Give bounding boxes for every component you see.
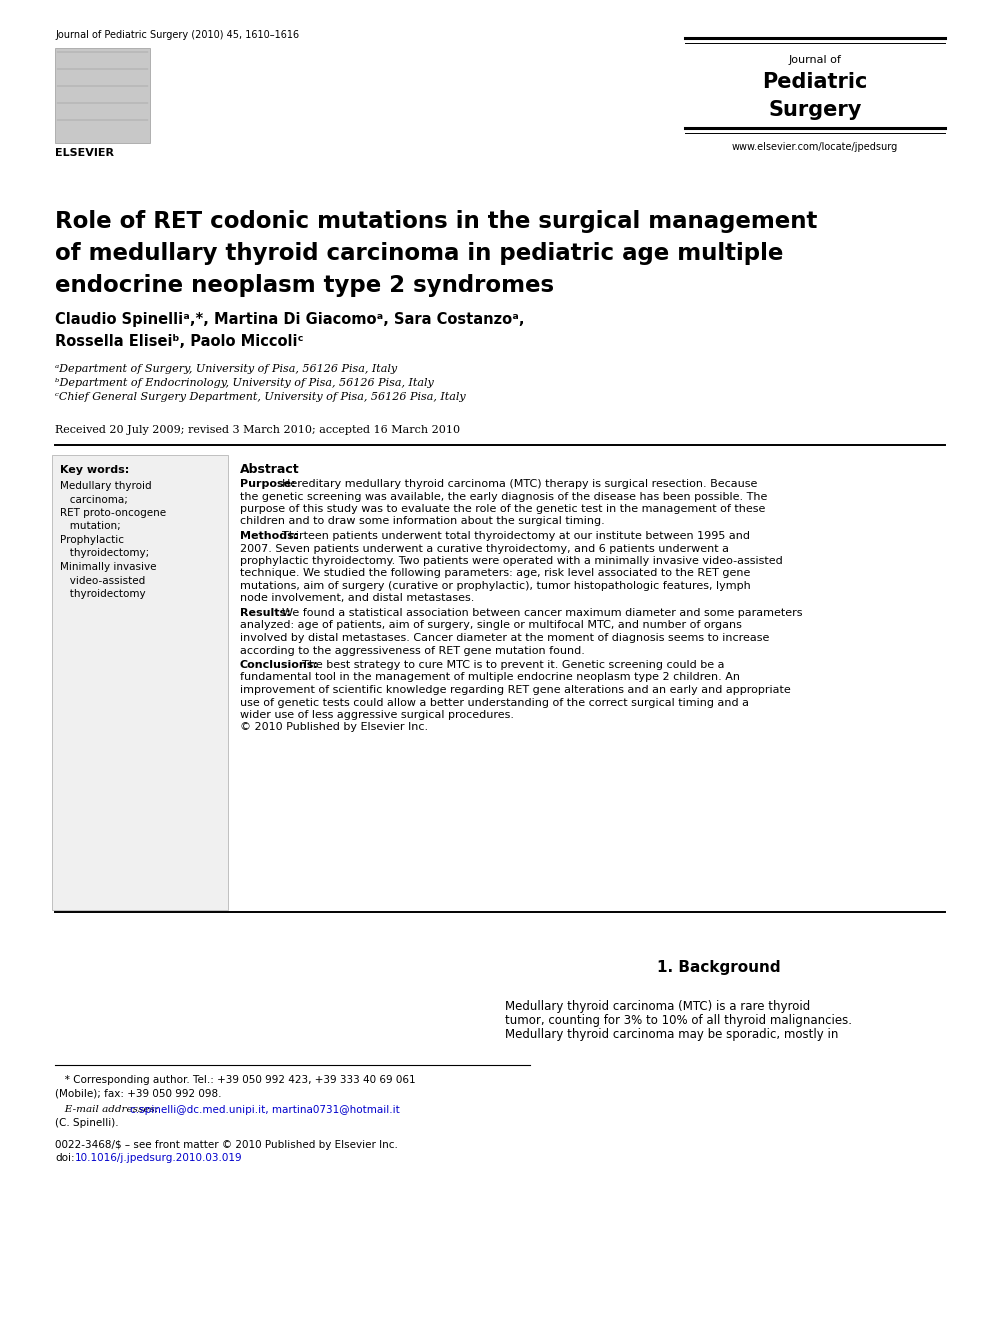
Text: * Corresponding author. Tel.: +39 050 992 423, +39 333 40 69 061: * Corresponding author. Tel.: +39 050 99… xyxy=(55,1074,416,1085)
Text: Received 20 July 2009; revised 3 March 2010; accepted 16 March 2010: Received 20 July 2009; revised 3 March 2… xyxy=(55,425,460,436)
Text: thyroidectomy: thyroidectomy xyxy=(60,589,146,599)
Text: Methods:: Methods: xyxy=(240,531,298,541)
Text: purpose of this study was to evaluate the role of the genetic test in the manage: purpose of this study was to evaluate th… xyxy=(240,504,765,513)
Text: thyroidectomy;: thyroidectomy; xyxy=(60,549,149,558)
Text: node involvement, and distal metastases.: node involvement, and distal metastases. xyxy=(240,594,474,603)
Text: Key words:: Key words: xyxy=(60,465,130,475)
Text: Claudio Spinelliᵃ,*, Martina Di Giacomoᵃ, Sara Costanzoᵃ,: Claudio Spinelliᵃ,*, Martina Di Giacomoᵃ… xyxy=(55,312,525,327)
Text: ᶜChief General Surgery Department, University of Pisa, 56126 Pisa, Italy: ᶜChief General Surgery Department, Unive… xyxy=(55,392,465,403)
Text: ELSEVIER: ELSEVIER xyxy=(55,148,114,158)
Text: 10.1016/j.jpedsurg.2010.03.019: 10.1016/j.jpedsurg.2010.03.019 xyxy=(75,1152,243,1163)
Text: RET proto-oncogene: RET proto-oncogene xyxy=(60,508,166,517)
Text: Abstract: Abstract xyxy=(240,463,300,477)
Text: endocrine neoplasm type 2 syndromes: endocrine neoplasm type 2 syndromes xyxy=(55,275,554,297)
Text: according to the aggressiveness of RET gene mutation found.: according to the aggressiveness of RET g… xyxy=(240,645,585,656)
Text: improvement of scientific knowledge regarding RET gene alterations and an early : improvement of scientific knowledge rega… xyxy=(240,685,791,696)
Text: Medullary thyroid carcinoma (MTC) is a rare thyroid: Medullary thyroid carcinoma (MTC) is a r… xyxy=(505,1001,810,1012)
Text: Role of RET codonic mutations in the surgical management: Role of RET codonic mutations in the sur… xyxy=(55,210,818,234)
Text: of medullary thyroid carcinoma in pediatric age multiple: of medullary thyroid carcinoma in pediat… xyxy=(55,242,783,265)
Text: Hereditary medullary thyroid carcinoma (MTC) therapy is surgical resection. Beca: Hereditary medullary thyroid carcinoma (… xyxy=(281,479,757,488)
Text: Rossella Eliseiᵇ, Paolo Miccoliᶜ: Rossella Eliseiᵇ, Paolo Miccoliᶜ xyxy=(55,334,304,348)
Text: Prophylactic: Prophylactic xyxy=(60,535,124,545)
Text: 1. Background: 1. Background xyxy=(656,960,780,975)
Text: E-mail addresses:: E-mail addresses: xyxy=(55,1105,161,1114)
Text: 0022-3468/$ – see front matter © 2010 Published by Elsevier Inc.: 0022-3468/$ – see front matter © 2010 Pu… xyxy=(55,1140,398,1150)
Text: c.spinelli@dc.med.unipi.it, martina0731@hotmail.it: c.spinelli@dc.med.unipi.it, martina0731@… xyxy=(130,1105,400,1115)
Text: mutation;: mutation; xyxy=(60,521,121,532)
Text: Thirteen patients underwent total thyroidectomy at our institute between 1995 an: Thirteen patients underwent total thyroi… xyxy=(281,531,749,541)
Text: Medullary thyroid carcinoma may be sporadic, mostly in: Medullary thyroid carcinoma may be spora… xyxy=(505,1028,839,1041)
Text: analyzed: age of patients, aim of surgery, single or multifocal MTC, and number : analyzed: age of patients, aim of surger… xyxy=(240,620,742,631)
Text: Results:: Results: xyxy=(240,609,291,618)
Text: Pediatric: Pediatric xyxy=(762,73,867,92)
Text: children and to draw some information about the surgical timing.: children and to draw some information ab… xyxy=(240,516,605,527)
Text: ᵇDepartment of Endocrinology, University of Pisa, 56126 Pisa, Italy: ᵇDepartment of Endocrinology, University… xyxy=(55,378,434,388)
Bar xyxy=(55,48,150,143)
Text: 2007. Seven patients underwent a curative thyroidectomy, and 6 patients underwen: 2007. Seven patients underwent a curativ… xyxy=(240,544,729,553)
Text: mutations, aim of surgery (curative or prophylactic), tumor histopathologic feat: mutations, aim of surgery (curative or p… xyxy=(240,581,750,591)
Text: involved by distal metastases. Cancer diameter at the moment of diagnosis seems : involved by distal metastases. Cancer di… xyxy=(240,634,769,643)
Text: technique. We studied the following parameters: age, risk level associated to th: technique. We studied the following para… xyxy=(240,569,750,578)
Text: Purpose:: Purpose: xyxy=(240,479,296,488)
Text: fundamental tool in the management of multiple endocrine neoplasm type 2 childre: fundamental tool in the management of mu… xyxy=(240,672,740,682)
Text: www.elsevier.com/locate/jpedsurg: www.elsevier.com/locate/jpedsurg xyxy=(732,143,898,152)
Text: tumor, counting for 3% to 10% of all thyroid malignancies.: tumor, counting for 3% to 10% of all thy… xyxy=(505,1014,852,1027)
Text: carcinoma;: carcinoma; xyxy=(60,495,128,504)
Text: video-assisted: video-assisted xyxy=(60,576,146,586)
Text: Minimally invasive: Minimally invasive xyxy=(60,562,156,572)
Text: prophylactic thyroidectomy. Two patients were operated with a minimally invasive: prophylactic thyroidectomy. Two patients… xyxy=(240,556,783,566)
Text: (Mobile); fax: +39 050 992 098.: (Mobile); fax: +39 050 992 098. xyxy=(55,1088,222,1098)
Text: use of genetic tests could allow a better understanding of the correct surgical : use of genetic tests could allow a bette… xyxy=(240,697,749,708)
Text: The best strategy to cure MTC is to prevent it. Genetic screening could be a: The best strategy to cure MTC is to prev… xyxy=(302,660,725,671)
Text: ᵃDepartment of Surgery, University of Pisa, 56126 Pisa, Italy: ᵃDepartment of Surgery, University of Pi… xyxy=(55,364,397,374)
Text: wider use of less aggressive surgical procedures.: wider use of less aggressive surgical pr… xyxy=(240,710,514,719)
Text: Journal of Pediatric Surgery (2010) 45, 1610–1616: Journal of Pediatric Surgery (2010) 45, … xyxy=(55,30,299,40)
Text: (C. Spinelli).: (C. Spinelli). xyxy=(55,1118,119,1129)
Text: Conclusions:: Conclusions: xyxy=(240,660,319,671)
Text: Journal of: Journal of xyxy=(789,55,842,65)
Text: © 2010 Published by Elsevier Inc.: © 2010 Published by Elsevier Inc. xyxy=(240,722,428,733)
Bar xyxy=(52,455,228,909)
Text: Surgery: Surgery xyxy=(768,100,861,120)
Text: Medullary thyroid: Medullary thyroid xyxy=(60,480,151,491)
Text: We found a statistical association between cancer maximum diameter and some para: We found a statistical association betwe… xyxy=(281,609,802,618)
Text: the genetic screening was available, the early diagnosis of the disease has been: the genetic screening was available, the… xyxy=(240,491,767,502)
Text: doi:: doi: xyxy=(55,1152,74,1163)
